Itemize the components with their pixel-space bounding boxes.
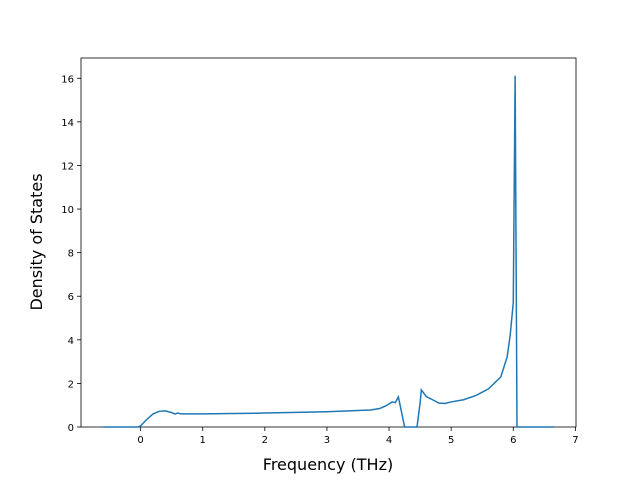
x-tick-label: 4 [386, 435, 392, 446]
y-axis-title: Density of States [27, 173, 46, 310]
y-tick-label: 6 [68, 292, 74, 303]
y-tick-label: 8 [68, 249, 74, 260]
y-tick-label: 10 [61, 205, 74, 216]
x-tick-label: 7 [572, 435, 578, 446]
x-tick-label: 3 [324, 435, 330, 446]
x-tick-label: 5 [448, 435, 454, 446]
y-tick-label: 4 [68, 336, 74, 347]
x-tick-label: 1 [200, 435, 206, 446]
y-tick-label: 16 [61, 74, 74, 85]
plot-frame [80, 57, 577, 428]
y-tick-label: 12 [61, 161, 74, 172]
x-axis-title: Frequency (THz) [263, 455, 393, 474]
y-tick-label: 2 [68, 379, 74, 390]
x-tick-label: 0 [137, 435, 143, 446]
x-tick-label: 2 [262, 435, 268, 446]
x-tick-label: 6 [510, 435, 516, 446]
y-tick-label: 0 [68, 423, 74, 434]
y-tick-label: 14 [61, 118, 74, 129]
line [103, 75, 554, 428]
